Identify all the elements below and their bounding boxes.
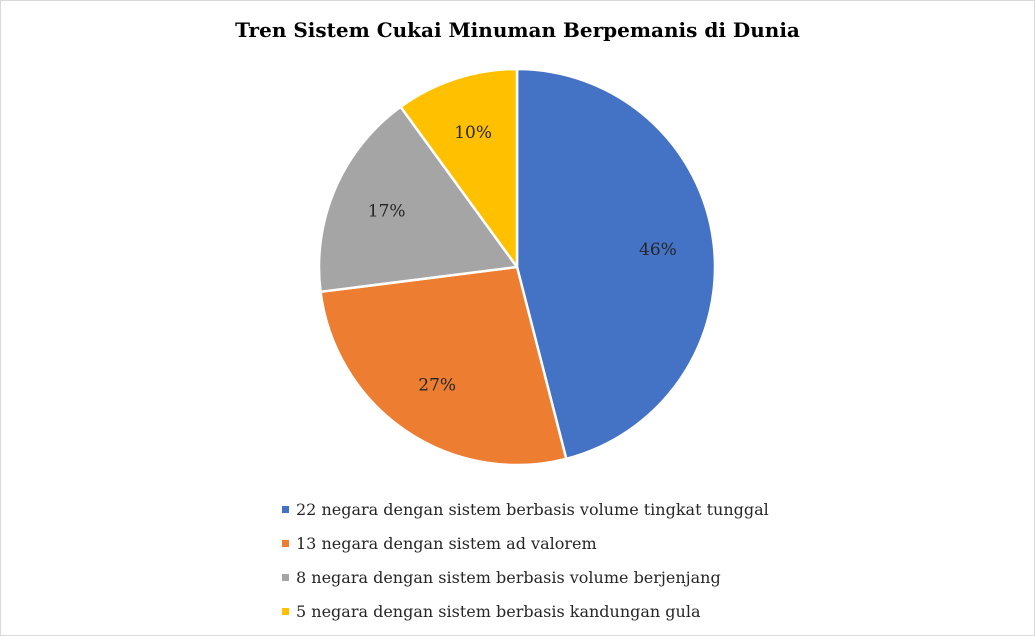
legend-item-single-tier-volume: 22 negara dengan sistem berbasis volume …	[282, 492, 1022, 526]
slice-single-tier-volume	[515, 67, 717, 461]
legend: 22 negara dengan sistem berbasis volume …	[282, 492, 1022, 628]
pie-slices	[317, 67, 717, 467]
slice-ad-valorem	[319, 265, 568, 467]
data-label: 27%	[418, 375, 456, 395]
legend-swatch	[282, 505, 289, 513]
slice-sugar-content	[399, 67, 519, 269]
slice-tiered-volume	[317, 105, 519, 294]
legend-label: 13 negara dengan sistem ad valorem	[296, 533, 597, 553]
legend-swatch	[282, 607, 289, 615]
legend-item-ad-valorem: 13 negara dengan sistem ad valorem	[282, 526, 1022, 560]
legend-swatch	[282, 539, 289, 547]
chart-title: Tren Sistem Cukai Minuman Berpemanis di …	[235, 18, 800, 42]
data-label: 10%	[454, 123, 492, 143]
legend-label: 22 negara dengan sistem berbasis volume …	[296, 499, 769, 519]
data-label: 17%	[368, 202, 406, 222]
legend-label: 8 negara dengan sistem berbasis volume b…	[296, 567, 721, 587]
legend-swatch	[282, 573, 289, 581]
pie-data-labels: 46% 27% 17% 10%	[368, 123, 677, 396]
data-label: 46%	[639, 240, 677, 260]
legend-label: 5 negara dengan sistem berbasis kandunga…	[296, 601, 701, 621]
legend-item-sugar-content: 5 negara dengan sistem berbasis kandunga…	[282, 594, 1022, 628]
legend-item-tiered-volume: 8 negara dengan sistem berbasis volume b…	[282, 560, 1022, 594]
